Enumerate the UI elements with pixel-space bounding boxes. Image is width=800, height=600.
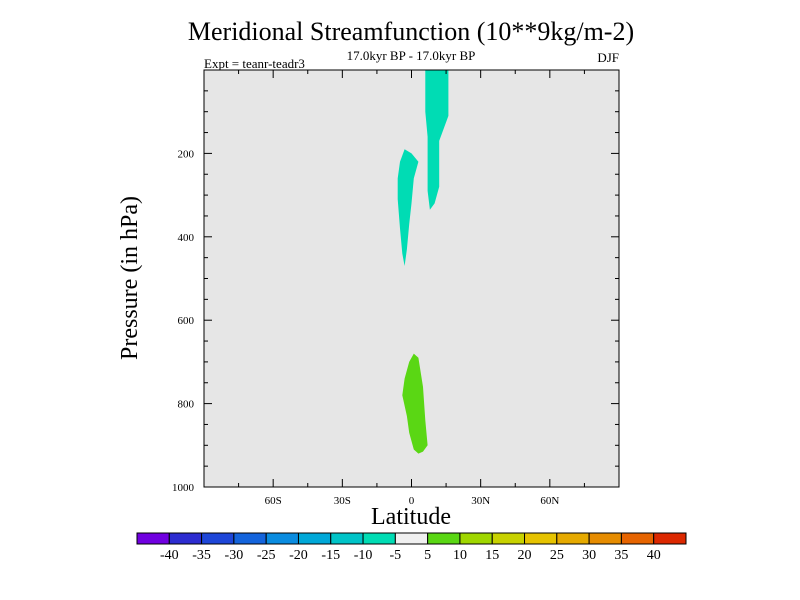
colorbar-box [524,532,558,545]
colorbar-box [201,532,235,545]
colorbar-label: 5 [424,548,431,563]
colorbar-box [362,532,396,545]
y-tick-label: 600 [178,315,195,327]
colorbar-box [330,532,364,545]
colorbar-box [394,532,429,545]
colorbar-label: -40 [160,548,179,563]
colorbar-box [588,532,622,545]
x-tick-label: 30S [334,495,351,507]
y-tick-label: 400 [178,232,195,244]
colorbar-box [491,532,526,545]
colorbar-label: -35 [192,548,211,563]
colorbar-box [427,532,461,545]
x-axis-ticks: 60S 30S 0 30N 60N [238,70,585,507]
colorbar-label: -5 [390,548,402,563]
x-tick-label: 30N [471,495,490,507]
x-tick-label: 60S [265,495,282,507]
colorbar-box [556,532,590,545]
chart-title: Meridional Streamfunction (10**9kg/m-2) [188,17,634,46]
colorbar-box [620,532,655,545]
colorbar-box [653,532,687,545]
colorbar-box [168,532,203,545]
colorbar-label: -10 [354,548,373,563]
colorbar-label: -25 [257,548,276,563]
colorbar-label: -15 [321,548,340,563]
colorbar-label: 35 [614,548,628,563]
x-axis-label: Latitude [371,504,451,530]
colorbar-label: 30 [582,548,596,563]
colorbar-label: 10 [453,548,467,563]
colorbar-label: 40 [647,548,661,563]
y-tick-label: 200 [178,148,195,160]
chart-subtitle: 17.0kyr BP - 17.0kyr BP [347,48,476,63]
contour-regions [397,70,449,454]
colorbar-label: 25 [550,548,564,563]
contour-region-positive-cell-lower [402,353,428,454]
colorbar-label: -20 [289,548,308,563]
colorbar-label: -30 [225,548,244,563]
colorbar-box [265,532,299,545]
y-tick-label: 800 [178,399,195,411]
colorbar-box [297,532,332,545]
plot-area: 60S 30S 0 30N 60N 200 400 600 800 1000 [172,69,620,507]
x-tick-label: 60N [540,495,559,507]
colorbar-box [459,532,493,545]
colorbar: -40 -35 -30 -25 -20 -15 -10 -5 5 10 15 20 25 30 35 40 [136,532,687,563]
y-tick-label: 1000 [172,482,195,494]
contour-region-negative-cell-mid [397,149,419,266]
y-axis-label: Pressure (in hPa) [117,196,143,360]
x-tick-label: 0 [409,495,415,507]
colorbar-label: 15 [485,548,499,563]
experiment-label: Expt = teanr-teadr3 [204,56,305,71]
y-axis-ticks: 200 400 600 800 1000 [172,90,619,494]
colorbar-box [233,532,267,545]
season-label: DJF [597,50,619,65]
contour-region-negative-cell-upper [425,70,449,210]
colorbar-label: 20 [518,548,532,563]
colorbar-box [136,532,170,545]
